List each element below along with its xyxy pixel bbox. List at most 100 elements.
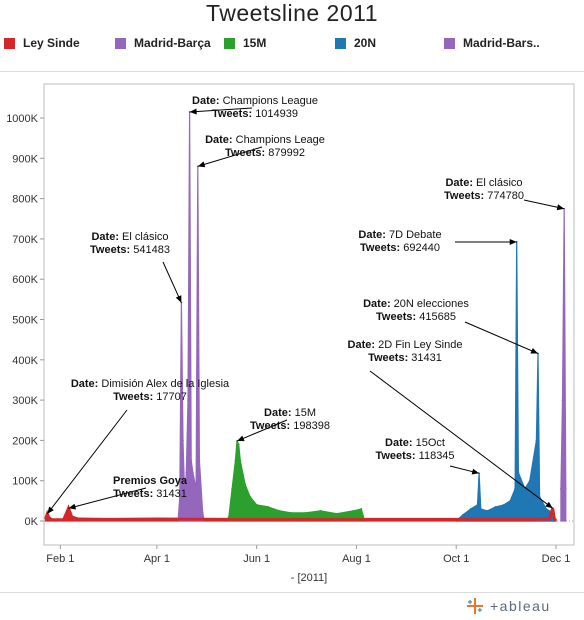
annotation-date-value: 7D Debate <box>389 229 442 241</box>
y-tick-label: 700K <box>12 234 38 246</box>
annotation-leader <box>162 261 182 303</box>
annotation-arrowhead <box>189 108 197 115</box>
data-point-15m <box>231 487 234 490</box>
annotation-date-key: Date: <box>192 95 223 107</box>
annotation-tweets-key: Tweets: <box>368 352 411 364</box>
data-point-madrid-bars <box>564 487 567 490</box>
data-point-20n <box>494 506 497 508</box>
data-point-madrid-bar-a <box>178 495 181 498</box>
data-point-madrid-bars <box>560 487 562 490</box>
annotation-leader <box>68 487 147 509</box>
legend-item-20n[interactable]: 20N <box>335 36 376 50</box>
annotation-tweets: Tweets: 774780 <box>444 190 524 202</box>
data-point-15m <box>290 512 292 514</box>
legend-item-madrid-bars[interactable]: Madrid-Bars.. <box>444 36 540 50</box>
legend-item-madrid-barca[interactable]: Madrid-Barça <box>115 36 211 50</box>
series-area-3 <box>455 241 555 522</box>
legend-label: Madrid-Barça <box>134 36 211 50</box>
annotation-date-key: Date: <box>358 229 389 241</box>
annotation-date: Date: 2D Fin Ley Sinde <box>348 339 463 351</box>
y-tick-label: 200K <box>12 435 38 447</box>
x-tick-label: Oct 1 <box>443 553 469 565</box>
annotation-arrowhead <box>509 239 517 245</box>
annotation-tweets: Tweets: 31431 <box>113 488 187 500</box>
annotation-tweets-key: Tweets: <box>444 190 487 202</box>
chart-title: Tweetsline 2011 <box>205 0 378 26</box>
annotation-date-value: 2D Fin Ley Sinde <box>378 339 462 351</box>
data-point-20n <box>486 510 489 512</box>
data-point-15m <box>227 516 230 518</box>
annotation-date-value: Dimisión Alex de la Iglesia <box>101 378 230 390</box>
tableau-plus-icon <box>467 598 483 614</box>
legend-item-ley-sinde[interactable]: Ley Sinde <box>4 36 80 50</box>
annotation-date-value: El clásico <box>476 177 522 189</box>
annotation-tweets-value: 415685 <box>419 311 456 323</box>
legend-item-15m[interactable]: 15M <box>224 36 266 50</box>
x-tick-label: Apr 1 <box>144 553 170 565</box>
legend-label: Madrid-Bars.. <box>463 36 540 50</box>
annotation-tweets: Tweets: 879992 <box>225 147 305 159</box>
annotation-date: Date: 15Oct <box>385 437 445 449</box>
x-axis-title: - [2011] <box>291 572 328 584</box>
data-point-15m <box>267 506 269 508</box>
data-point-15m <box>278 510 281 512</box>
data-point-15m <box>237 443 240 446</box>
annotation-date-key: Date: <box>71 378 102 390</box>
series-area-2 <box>225 440 366 522</box>
data-point-madrid-bars <box>561 399 564 401</box>
annotation-date-key: Date: <box>348 339 379 351</box>
data-point-madrid-bar-a <box>192 471 194 474</box>
annotation-date: Date: El clásico <box>445 177 522 189</box>
annotation-tweets-value: 879992 <box>268 147 305 159</box>
data-point-madrid-bar-a <box>201 512 204 514</box>
data-point-madrid-bar-a <box>185 471 188 474</box>
data-point-madrid-bar-a <box>190 459 193 462</box>
y-tick-label: 600K <box>12 274 38 286</box>
annotation-tweets-key: Tweets: <box>360 242 403 254</box>
annotation-arrowhead <box>530 348 538 354</box>
annotation-date-value: Champions League <box>223 95 318 107</box>
data-point-20n <box>535 439 538 442</box>
annotation-tweets: Tweets: 541483 <box>90 244 170 256</box>
data-point-20n <box>479 508 482 510</box>
y-tick-label: 0K <box>25 516 39 528</box>
data-point-20n <box>538 495 541 498</box>
annotation-arrowhead <box>175 295 182 303</box>
y-tick-label: 100K <box>12 476 38 488</box>
series-area-4 <box>560 208 567 522</box>
annotation-date: Date: 20N elecciones <box>363 298 469 310</box>
x-tick-label: Feb 1 <box>46 553 74 565</box>
annotation-date: Date: Champions Leage <box>205 134 325 146</box>
data-point-15m <box>335 512 338 515</box>
y-tick-label: 800K <box>12 194 38 206</box>
annotation-tweets-key: Tweets: <box>376 311 419 323</box>
annotation-date: Date: 7D Debate <box>358 229 441 241</box>
annotation-date-value: Champions Leage <box>236 134 325 146</box>
annotation-date: Date: Dimisión Alex de la Iglesia <box>71 378 230 390</box>
data-point-15m <box>352 510 355 512</box>
data-point-20n <box>476 504 479 506</box>
data-point-madrid-bar-a <box>183 495 186 498</box>
tableau-logo: +ableau <box>466 597 551 615</box>
data-point-madrid-bar-a <box>182 439 184 442</box>
annotation-leader <box>46 409 128 515</box>
footer-divider <box>0 592 584 593</box>
annotation-leader <box>369 370 554 509</box>
annotation-date-key: Date: <box>363 298 394 310</box>
legend-label: 20N <box>354 36 377 50</box>
data-point-15m <box>319 510 322 512</box>
data-point-20n <box>470 508 472 510</box>
annotation-date-key: Date: <box>385 437 416 449</box>
data-point-20n <box>461 514 464 516</box>
annotation-tweets-key: Tweets: <box>90 244 133 256</box>
annotation-tweets-value: 541483 <box>133 244 170 256</box>
annotation-arrowhead <box>237 435 245 442</box>
annotation-date: Premios Goya <box>113 475 188 487</box>
annotation-date-value: 15M <box>295 407 316 419</box>
annotation-tweets-key: Tweets: <box>250 420 293 432</box>
annotation-tweets-key: Tweets: <box>113 391 156 403</box>
annotation-tweets-key: Tweets: <box>375 450 418 462</box>
annotation-tweets-value: 118345 <box>419 450 455 462</box>
data-point-15m <box>304 512 307 514</box>
y-tick-label: 500K <box>12 315 38 327</box>
